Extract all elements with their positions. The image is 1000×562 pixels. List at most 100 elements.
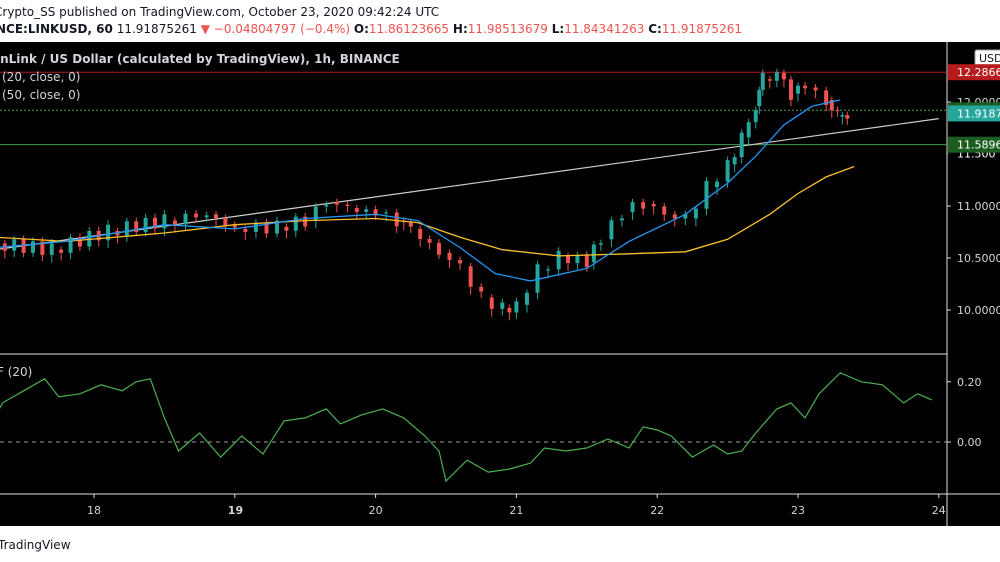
osc-axis-label: 0.00 xyxy=(957,436,982,449)
candle-body xyxy=(662,206,667,215)
candle-body xyxy=(384,212,389,214)
ma50-label: (50, close, 0) xyxy=(2,88,81,102)
publisher-line: Crypto_SS published on TradingView.com, … xyxy=(0,5,439,19)
candle-body xyxy=(584,255,589,268)
candle-body xyxy=(243,228,248,232)
candle-body xyxy=(566,255,571,264)
candle-body xyxy=(840,115,845,117)
symbol-prefix: NCE:LINKUSD, 60 xyxy=(0,22,113,36)
currency-label: USD xyxy=(979,52,1000,65)
candle-body xyxy=(704,181,709,209)
trend-line xyxy=(0,118,939,250)
candle-body xyxy=(641,202,646,209)
candle-body xyxy=(162,214,167,229)
candle-body xyxy=(767,79,772,81)
candle-body xyxy=(313,206,318,221)
quote-line: NCE:LINKUSD, 60 11.91875261 ▼ −0.0480479… xyxy=(0,22,742,36)
candle-body xyxy=(609,220,614,240)
candle-body xyxy=(183,213,188,225)
time-axis-label: 20 xyxy=(369,504,383,517)
candle-body xyxy=(651,203,656,207)
low-label: L: xyxy=(551,22,565,36)
time-axis-label: 21 xyxy=(509,504,523,517)
publish-header: Crypto_SS published on TradingView.com, … xyxy=(0,0,1000,42)
candle-body xyxy=(796,85,800,94)
candle-body xyxy=(408,222,413,227)
candle-body xyxy=(715,181,720,188)
candle-body xyxy=(774,72,779,81)
candle-body xyxy=(672,214,677,219)
price-tag xyxy=(948,64,1000,81)
price-tag-label: 12.2866 xyxy=(957,66,1000,79)
oscillator-label: F (20) xyxy=(0,365,33,379)
change-arrow: ▼ xyxy=(200,22,210,36)
candle-body xyxy=(845,115,850,119)
candle-body xyxy=(253,222,258,232)
oscillator-line xyxy=(0,372,933,483)
candle-body xyxy=(732,157,737,165)
candle-body xyxy=(757,89,762,107)
price-chart[interactable]: 12.0000011.5000011.0000010.5000010.00000… xyxy=(0,42,1000,526)
candle-body xyxy=(418,228,423,239)
high-label: H: xyxy=(452,22,468,36)
candles xyxy=(2,68,850,321)
candle-body xyxy=(489,297,494,309)
candle-body xyxy=(500,302,505,309)
time-axis-label: 19 xyxy=(228,504,243,517)
candle-body xyxy=(760,72,765,90)
candle-body xyxy=(813,87,818,91)
ma20-legend[interactable]: (20, close, 0) xyxy=(2,70,80,84)
candle-body xyxy=(427,238,432,243)
candle-body xyxy=(803,85,808,89)
candle-body xyxy=(546,269,551,271)
candle-body xyxy=(725,160,730,182)
candle-body xyxy=(835,110,840,112)
candle-body xyxy=(535,264,540,293)
price-tag xyxy=(948,105,1000,122)
candle-body xyxy=(829,99,834,111)
candle-body xyxy=(373,209,378,216)
footer-brand: TradingView xyxy=(0,538,71,552)
ma50-legend[interactable]: (50, close, 0) xyxy=(2,88,80,102)
candle-body xyxy=(334,201,339,205)
candle-body xyxy=(59,249,64,253)
candle-body xyxy=(507,307,512,313)
candle-body xyxy=(394,212,399,227)
candle-body xyxy=(204,215,209,218)
candle-body xyxy=(124,221,129,236)
price-tag xyxy=(948,136,1000,153)
candle-body xyxy=(458,260,463,264)
candle-body xyxy=(77,237,82,247)
candle-body xyxy=(781,72,786,80)
candle-body xyxy=(68,237,73,253)
chart-legend: inLink / US Dollar (calculated by Tradin… xyxy=(0,52,400,66)
candle-body xyxy=(303,216,308,227)
chart-panel[interactable]: 12.0000011.5000011.0000010.5000010.00000… xyxy=(0,42,1000,526)
candle-body xyxy=(223,218,228,226)
candle-body xyxy=(514,301,519,313)
candle-body xyxy=(134,221,139,232)
last-price: 11.91875261 xyxy=(116,22,197,36)
ma20-line xyxy=(0,99,841,282)
candle-body xyxy=(293,216,298,231)
candle-body xyxy=(232,225,237,228)
candle-body xyxy=(598,243,603,245)
candle-body xyxy=(324,204,329,207)
publisher-text: Crypto_SS published on TradingView.com, … xyxy=(0,5,440,19)
candle-body xyxy=(354,208,359,212)
candle-body xyxy=(739,132,744,158)
candle-body xyxy=(753,110,758,123)
time-axis-label: 22 xyxy=(650,504,664,517)
candle-body xyxy=(630,202,635,213)
candle-body xyxy=(556,250,561,270)
candle-body xyxy=(194,213,199,218)
high-value: 11.98513679 xyxy=(467,22,548,36)
candle-body xyxy=(575,255,580,264)
candle-body xyxy=(345,204,350,206)
candle-body xyxy=(49,243,54,255)
price-tag-label: 11.5896 xyxy=(957,139,1000,152)
price-tag-label: 11.9187 xyxy=(957,107,1000,120)
oscillator-legend[interactable]: F (20) xyxy=(0,365,32,379)
